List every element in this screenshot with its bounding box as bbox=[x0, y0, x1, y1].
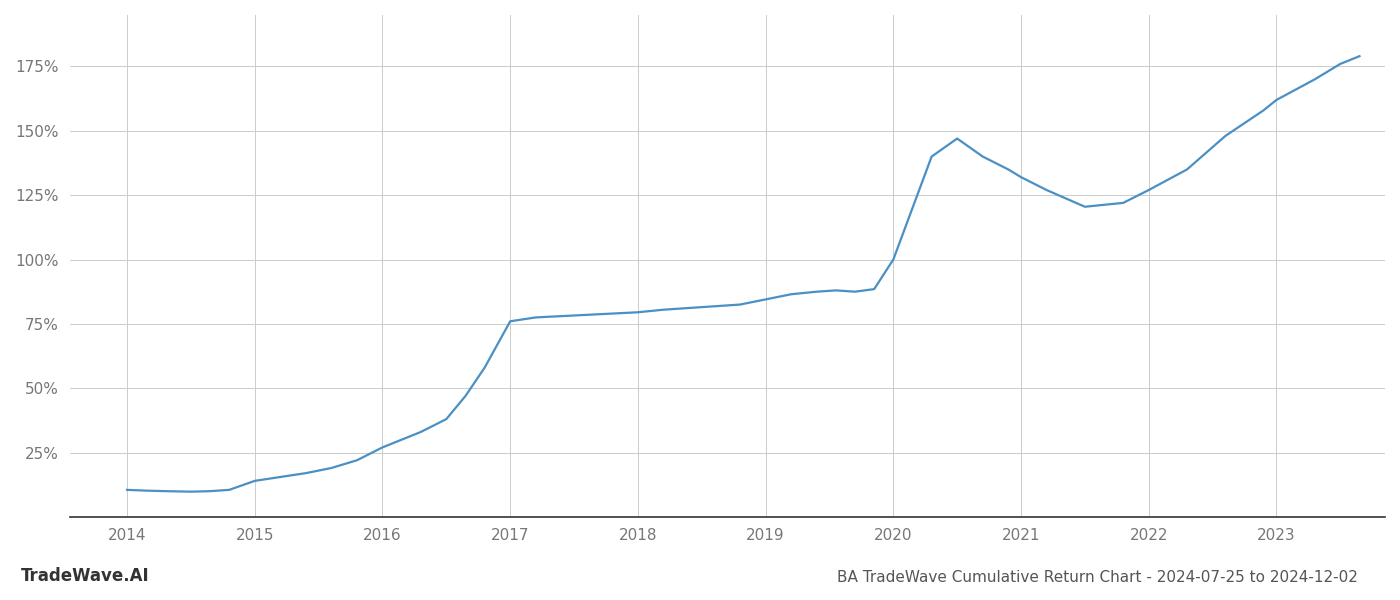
Text: TradeWave.AI: TradeWave.AI bbox=[21, 567, 150, 585]
Text: BA TradeWave Cumulative Return Chart - 2024-07-25 to 2024-12-02: BA TradeWave Cumulative Return Chart - 2… bbox=[837, 570, 1358, 585]
